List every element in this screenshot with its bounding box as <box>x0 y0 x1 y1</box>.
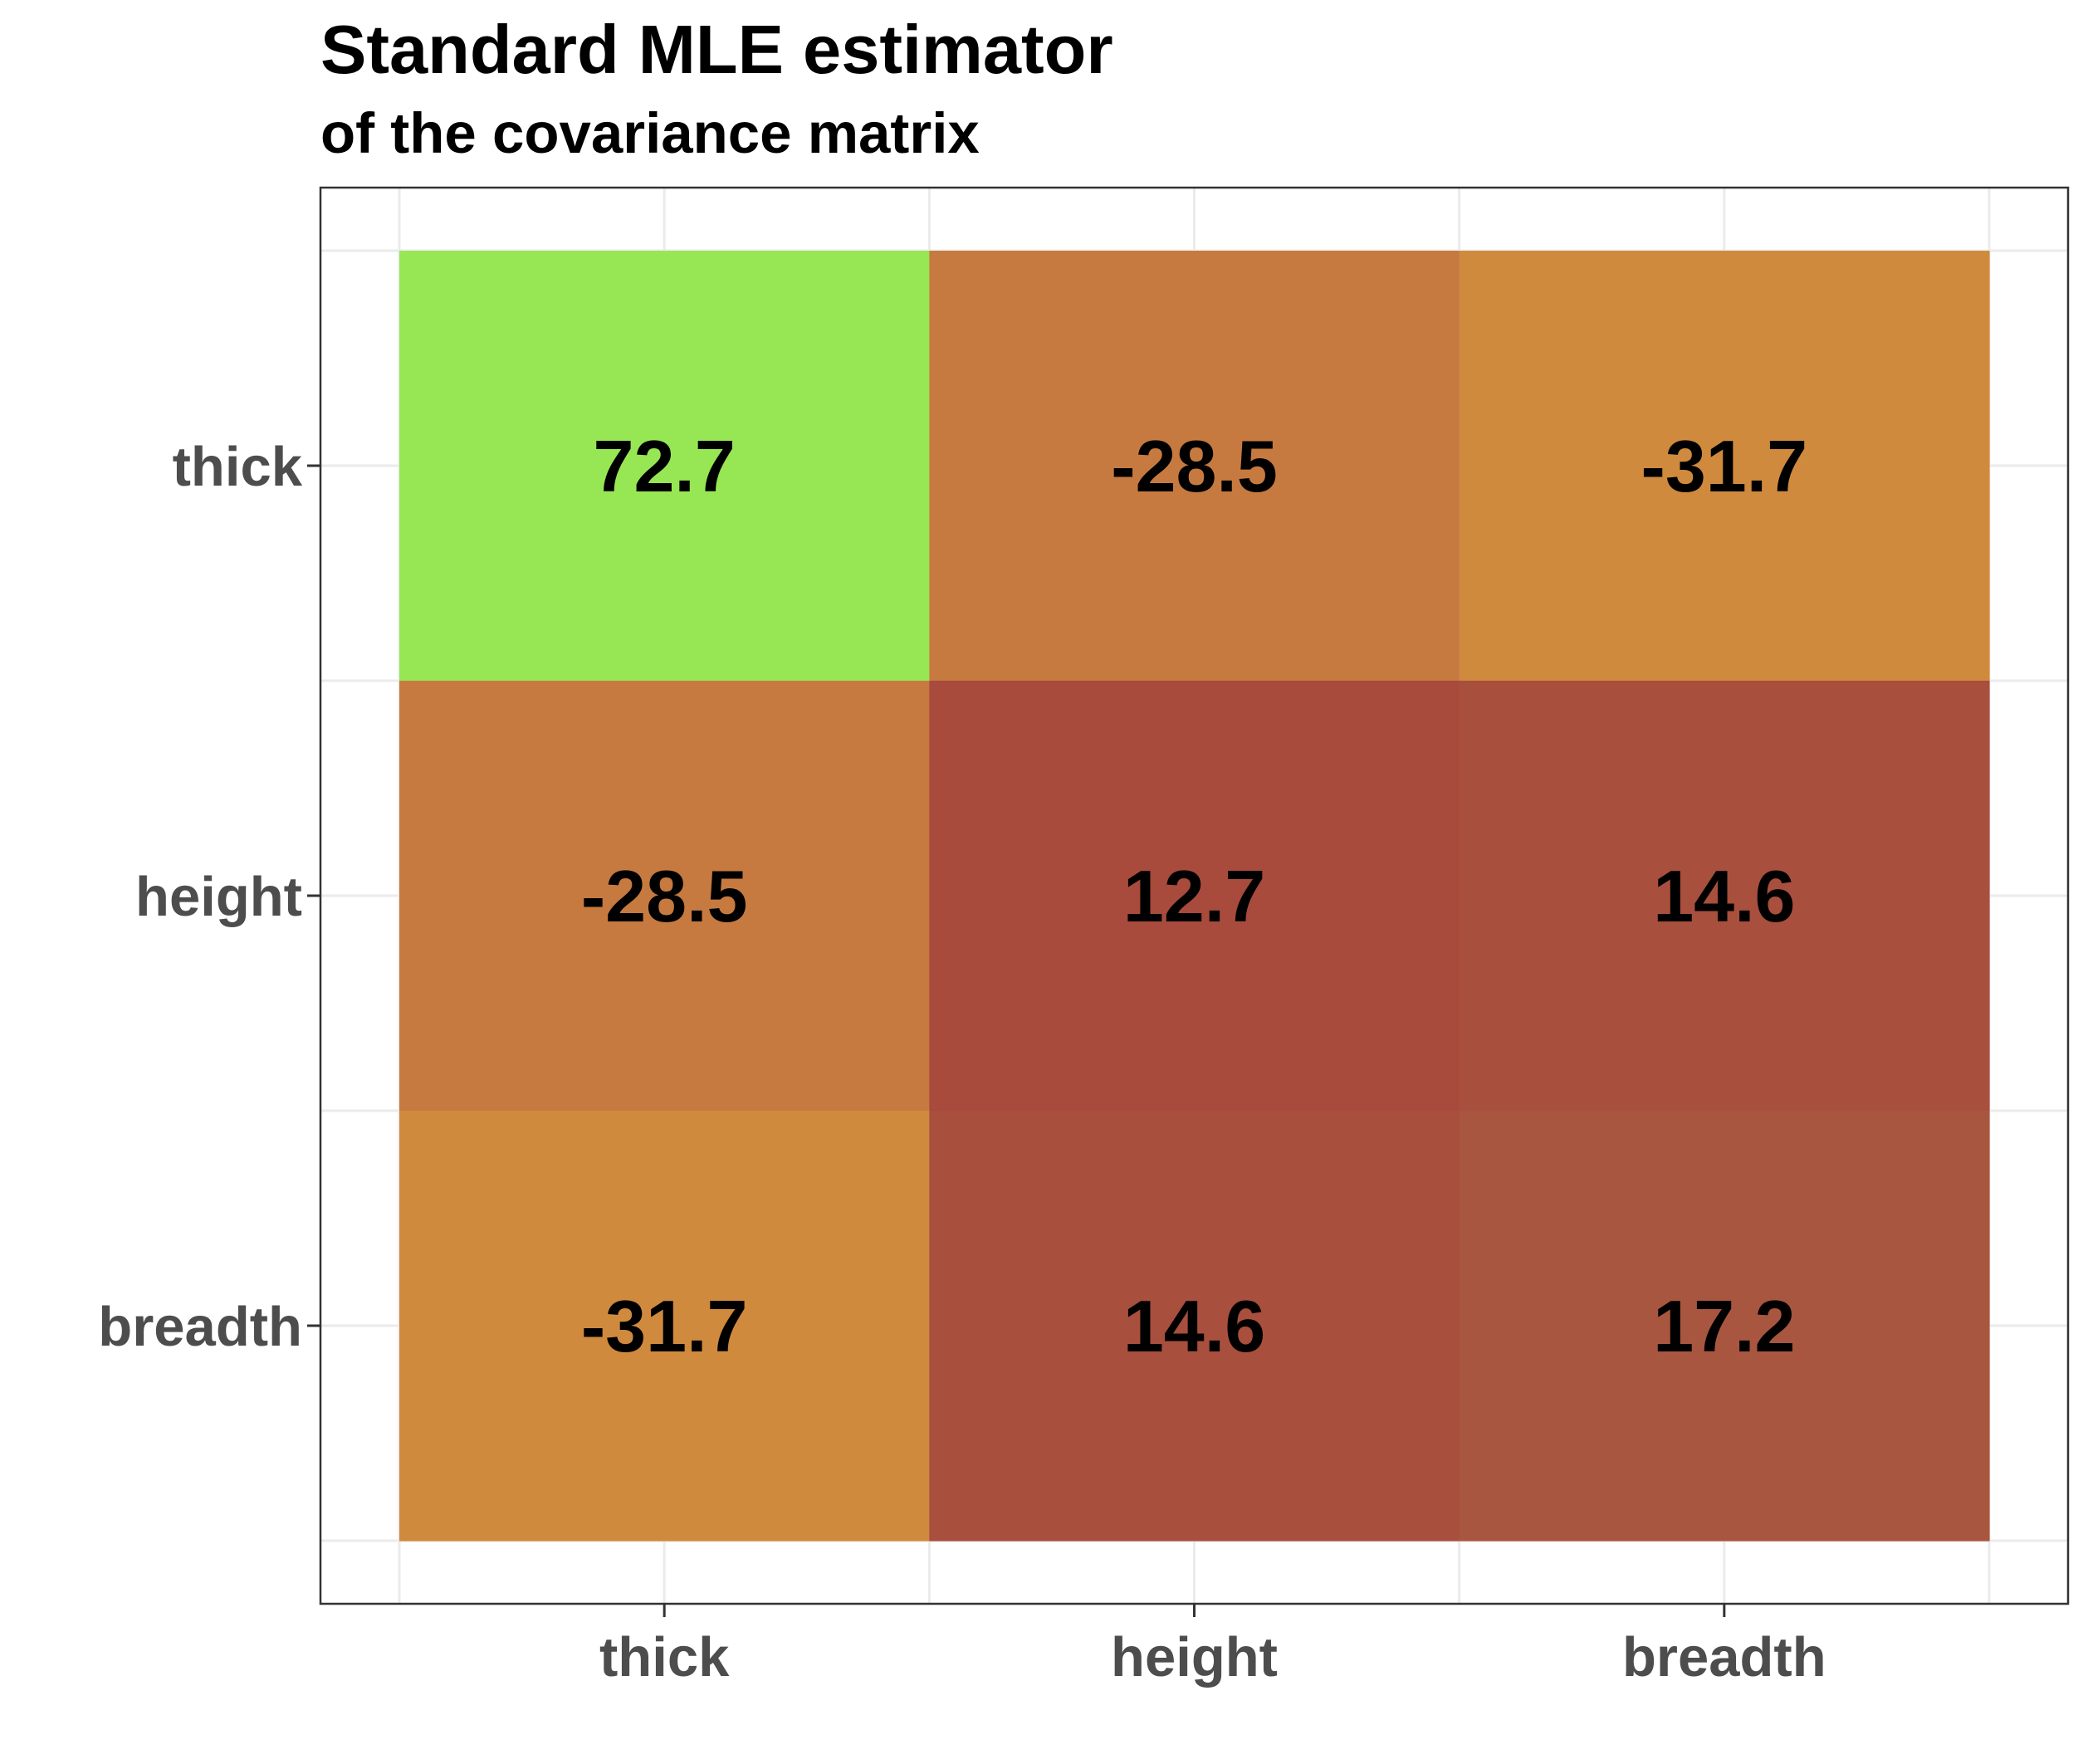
heatmap-cells <box>399 251 1990 1542</box>
cell-value-label: -28.5 <box>1111 425 1278 507</box>
heatmap-cell-breadth-breadth <box>1459 1111 1990 1542</box>
cell-value-label: 17.2 <box>1653 1285 1795 1367</box>
x-axis-tick-label-thick: thick <box>599 1626 730 1688</box>
heatmap-cell-height-breadth <box>1459 681 1990 1112</box>
x-axis-tick-label-breadth: breadth <box>1622 1626 1826 1688</box>
heatmap-cell-thick-breadth <box>1459 251 1990 682</box>
y-axis-tick-label-breadth: breadth <box>98 1296 302 1358</box>
heatmap-cell-thick-thick <box>399 251 930 682</box>
cell-value-label: 72.7 <box>594 425 736 507</box>
heatmap-cell-thick-height <box>929 251 1460 682</box>
axes: thick height breadth thick height breadth <box>98 436 1826 1688</box>
cell-value-label: 14.6 <box>1653 855 1795 937</box>
heatmap-cell-height-thick <box>399 681 930 1112</box>
cell-value-label: -31.7 <box>1641 425 1808 507</box>
y-axis-tick-label-height: height <box>135 866 302 928</box>
cell-value-label: -31.7 <box>581 1285 748 1367</box>
cell-value-labels: 72.7 -28.5 -31.7 -28.5 12.7 14.6 -31.7 14.6 17.2 <box>581 425 1807 1367</box>
cell-value-label: 14.6 <box>1123 1285 1265 1367</box>
y-axis-tick-label-thick: thick <box>173 436 303 498</box>
chart-subtitle: of the covariance matrix <box>320 101 980 165</box>
heatmap-cell-breadth-height <box>929 1111 1460 1542</box>
x-axis-tick-label-height: height <box>1111 1626 1278 1688</box>
cell-value-label: 12.7 <box>1123 855 1265 937</box>
heatmap-cell-height-height <box>929 681 1460 1112</box>
chart-title: Standard MLE estimator <box>320 11 1113 88</box>
heatmap-cell-breadth-thick <box>399 1111 930 1542</box>
cell-value-label: -28.5 <box>581 855 748 937</box>
